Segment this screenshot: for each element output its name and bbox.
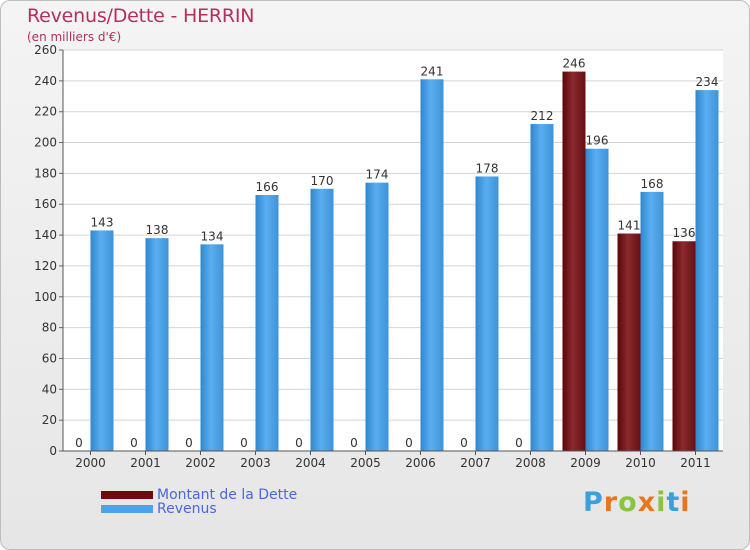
bar-revenue: [640, 191, 664, 451]
data-label-revenue: 234: [696, 75, 719, 89]
x-tick-label: 2003: [240, 456, 271, 470]
y-tick-label: 220: [34, 105, 57, 119]
data-label-debt: 0: [295, 436, 303, 450]
legend-swatch-debt: [101, 491, 153, 499]
logo-letter: t: [666, 487, 681, 518]
y-tick-label: 120: [34, 259, 57, 273]
bar-revenue: [420, 79, 444, 452]
x-tick-label: 2008: [515, 456, 546, 470]
plot-area: [63, 50, 723, 451]
data-label-debt: 0: [240, 436, 248, 450]
x-tick-label: 2010: [625, 456, 656, 470]
bar-revenue: [365, 182, 389, 451]
chart-title: Revenus/Dette - HERRIN: [27, 5, 255, 27]
y-tick-label: 200: [34, 136, 57, 150]
data-label-debt: 0: [185, 436, 193, 450]
data-label-revenue: 168: [641, 177, 664, 191]
bar-revenue: [530, 124, 554, 452]
x-tick-label: 2004: [295, 456, 326, 470]
data-label-debt: 141: [618, 219, 641, 233]
logo-letter: i: [680, 487, 691, 518]
data-label-debt: 136: [673, 226, 696, 240]
logo-letter: o: [618, 487, 638, 518]
legend-label-debt: Montant de la Dette: [157, 487, 298, 503]
x-tick-label: 2009: [570, 456, 601, 470]
legend-item-revenue: Revenus: [101, 501, 217, 517]
x-tick-label: 2006: [405, 456, 436, 470]
bar-debt: [617, 233, 641, 451]
y-tick-label: 0: [49, 444, 57, 458]
x-tick-label: 2001: [130, 456, 161, 470]
bar-revenue: [310, 188, 334, 452]
logo-letter: r: [603, 487, 619, 518]
y-tick-label: 180: [34, 166, 57, 180]
data-label-debt: 0: [350, 436, 358, 450]
y-tick-label: 60: [42, 351, 57, 365]
legend-label-revenue: Revenus: [157, 501, 217, 517]
chart-subtitle: (en milliers d'€): [27, 30, 122, 44]
bar-debt: [672, 241, 696, 451]
x-tick-label: 2002: [185, 456, 216, 470]
data-label-revenue: 241: [421, 64, 444, 78]
data-label-revenue: 138: [146, 223, 169, 237]
y-tick-label: 20: [42, 413, 57, 427]
data-label-revenue: 178: [476, 161, 499, 175]
bar-revenue: [475, 176, 499, 451]
bar-revenue: [255, 194, 279, 451]
bar-revenue: [145, 238, 169, 451]
x-tick-label: 2007: [460, 456, 491, 470]
logo-letter: i: [656, 487, 667, 518]
logo-letter: P: [583, 487, 604, 518]
data-label-revenue: 174: [366, 168, 389, 182]
y-tick-label: 140: [34, 228, 57, 242]
data-label-debt: 0: [130, 436, 138, 450]
bar-revenue: [695, 90, 719, 451]
data-label-revenue: 134: [201, 229, 224, 243]
y-tick-label: 240: [34, 74, 57, 88]
y-tick-label: 80: [42, 321, 57, 335]
y-tick-label: 160: [34, 197, 57, 211]
data-label-revenue: 170: [311, 174, 334, 188]
bar-debt: [562, 71, 586, 451]
data-label-debt: 0: [515, 436, 523, 450]
logo-letter: x: [637, 487, 657, 518]
y-tick-label: 260: [34, 43, 57, 57]
x-tick-label: 2011: [680, 456, 711, 470]
data-label-debt: 246: [563, 57, 586, 71]
data-label-revenue: 212: [531, 109, 554, 123]
proxiti-logo: Proxiti: [583, 487, 691, 518]
data-label-debt: 0: [460, 436, 468, 450]
data-label-revenue: 143: [91, 215, 114, 229]
bar-revenue: [585, 148, 609, 451]
x-tick-label: 2005: [350, 456, 381, 470]
data-label-debt: 0: [405, 436, 413, 450]
legend-item-debt: Montant de la Dette: [101, 487, 297, 503]
data-label-revenue: 166: [256, 180, 279, 194]
data-label-debt: 0: [75, 436, 83, 450]
x-tick-label: 2000: [75, 456, 106, 470]
y-tick-label: 40: [42, 382, 57, 396]
data-label-revenue: 196: [586, 134, 609, 148]
legend-swatch-revenue: [101, 505, 153, 513]
bar-revenue: [90, 230, 114, 451]
bar-revenue: [200, 244, 224, 451]
y-tick-label: 100: [34, 290, 57, 304]
